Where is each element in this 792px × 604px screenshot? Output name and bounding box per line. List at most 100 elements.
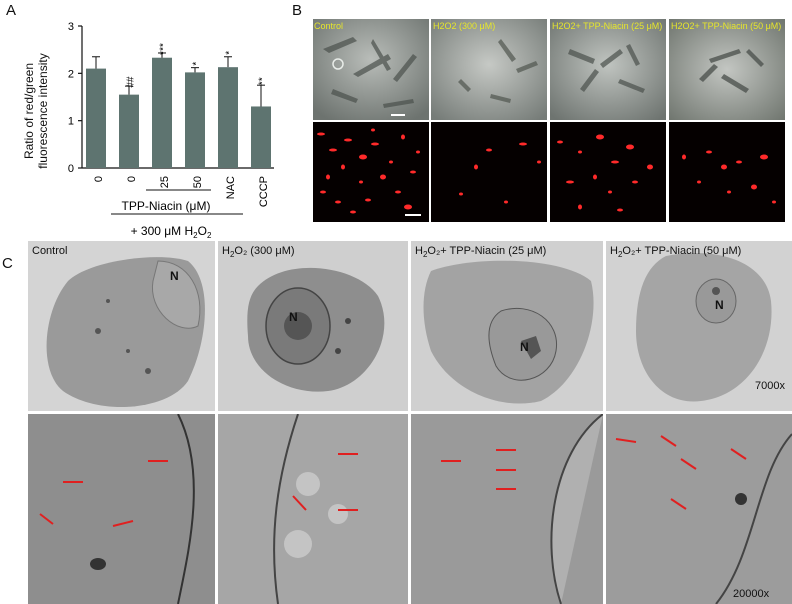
tem-7000x-tpp-50 [606,241,792,411]
fluorescent-cell [401,134,405,140]
fluorescent-cell [736,160,742,164]
panel-letter-c: C [2,255,13,272]
fluorescent-cell [326,174,330,180]
bar-chart: 0 1 2 3 0 ## 0 *** 25 * 50 * NAC ** CCCP TPP-Niacin (μM… [68,21,274,240]
fluorescent-cell [329,148,337,152]
category-label: 0 [126,176,138,182]
significance-mark: * [225,51,236,55]
c-label-h2o2: H2O₂ (300 μM) [222,245,295,259]
fluorescent-cell [721,164,727,170]
fluorescent-cell [395,190,401,194]
bar [119,94,139,168]
fluorescent-cell [682,154,686,160]
fluorescent-cell [341,164,345,170]
nucleus-label-h2o2: N [289,310,298,324]
phase-image-tpp-25 [550,19,666,120]
fluorescent-cell [519,142,527,146]
fluor-image-tpp-25 [550,122,666,222]
fluorescent-cell [416,150,420,154]
c-label-h2o2-post: O₂ (300 μM) [234,245,295,257]
bar [86,68,106,168]
y-tick-label: 1 [68,116,74,128]
fluorescent-cell [459,192,463,196]
tem-7000x-control [28,241,215,411]
panel-c-grid: Control H2O₂ (300 μM) H2O₂+ TPP-Niacin (… [28,241,792,604]
c-label-tpp50-pre: H [610,245,618,257]
c-label-tpp25-sub: 2 [422,250,428,260]
category-label: CCCP [258,176,270,207]
panel-letter-b: B [292,2,303,19]
fluorescent-cell [371,128,375,132]
fluorescent-cell [410,170,416,174]
phase-image-tpp-50 [669,19,785,120]
c-label-tpp25-post: O₂+ TPP-Niacin (25 μM) [427,245,547,257]
fluorescent-cell [706,150,712,154]
fluorescent-cell [504,200,508,204]
bar [152,57,172,168]
fluorescent-cell [389,160,393,164]
fluorescent-cell [344,138,352,142]
nucleus-label-tpp-25: N [520,340,529,354]
category-label: 0 [93,176,105,182]
tem-20000x-tpp-25 [411,414,603,604]
c-label-tpp-25: H2O₂+ TPP-Niacin (25 μM) [415,245,546,259]
fluorescent-cell [350,210,356,214]
fluorescent-cell [359,180,363,184]
fluorescent-cell [557,140,563,144]
fluorescent-cell [578,204,582,210]
c-label-control-text: Control [32,245,68,257]
fluorescent-cell [632,180,638,184]
tem-7000x-h2o2 [218,241,408,411]
treatment-label: + 300 μM H2O2 [131,224,212,240]
b-label-tpp-25: H2O2+ TPP-Niacin (25 μM) [552,21,663,31]
fluorescent-cell [617,208,623,212]
fluorescent-cell [626,144,634,150]
tem-20000x-tpp-50 [606,414,792,604]
fluorescent-cell [647,164,653,170]
phase-image-h2o2 [431,19,547,120]
c-label-tpp50-sub: 2 [617,250,623,260]
nucleus-label-control: N [170,269,179,283]
fluorescent-cell [593,174,597,180]
bar [218,67,238,168]
fluorescent-cell [596,134,604,140]
bar [185,72,205,168]
fluorescent-cell [486,148,492,152]
c-label-h2o2-pre: H [222,245,230,257]
significance-mark: ## [126,76,137,88]
fluorescent-cell [317,132,325,136]
tem-7000x-tpp-25 [411,241,603,411]
panel-letter-a: A [6,2,17,19]
fluorescent-cell [365,198,371,202]
bar [251,106,271,168]
fluor-image-h2o2 [431,122,547,222]
magnification-7000x: 7000x [755,380,785,392]
fluorescent-cell [335,200,341,204]
fluorescent-cell [404,204,412,210]
fluor-image-control [313,122,429,222]
y-tick-label: 2 [68,68,74,80]
fluorescent-cell [359,154,367,160]
fluorescent-cell [760,154,768,160]
c-label-h2o2-sub: 2 [229,250,235,260]
tem-20000x-h2o2 [218,414,408,604]
phase-image-control [313,19,429,120]
fluorescent-cell [578,150,582,154]
fluorescent-cell [611,160,619,164]
fluorescent-cell [751,184,757,190]
significance-mark: * [192,62,203,66]
b-label-control: Control [314,21,344,31]
b-label-tpp-50: H2O2+ TPP-Niacin (50 μM) [671,21,782,31]
panel-b-grid: Control H2O2 (300 μM) H2O2+ TPP-Niacin (… [313,19,785,222]
b-label-h2o2: H2O2 (300 μM) [433,21,496,31]
category-label: 25 [159,176,171,188]
y-tick-label: 0 [68,163,74,175]
fluorescent-cell [380,174,386,180]
fluorescent-cell [772,200,776,204]
tem-20000x-control [28,414,215,604]
magnification-20000x: 20000x [733,588,770,600]
fluorescent-cell [537,160,541,164]
fluor-image-tpp-50 [669,122,785,222]
category-label: 50 [192,176,204,188]
fluorescent-cell [566,180,574,184]
